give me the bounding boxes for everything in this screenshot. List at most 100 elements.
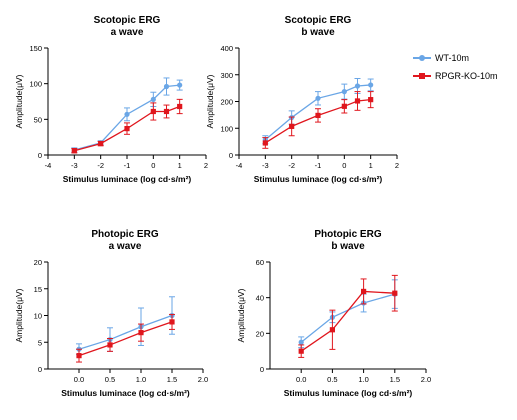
x-tick-label: 0.5 xyxy=(105,375,115,384)
x-tick-label: 1.5 xyxy=(390,375,400,384)
chart-title: Photopic ERG xyxy=(314,229,381,240)
x-tick-label: 0.5 xyxy=(327,375,337,384)
data-point xyxy=(315,112,321,119)
data-point xyxy=(368,97,374,103)
data-point xyxy=(392,290,398,296)
series-line xyxy=(78,321,173,357)
x-tick-label: -4 xyxy=(45,161,52,170)
data-point xyxy=(177,103,183,110)
series-wt xyxy=(298,279,398,349)
x-tick-label: 1 xyxy=(369,161,373,170)
y-tick-label: 5 xyxy=(38,338,42,347)
x-tick-label: 2.0 xyxy=(198,375,208,384)
x-tick-label: 1.0 xyxy=(136,375,146,384)
chart-subtitle: b wave xyxy=(331,241,365,252)
data-point xyxy=(124,126,130,132)
y-tick-label: 0 xyxy=(38,151,42,160)
legend-item-ko: RPGR-KO-10m xyxy=(413,70,513,88)
legend-label-wt: WT-10m xyxy=(435,53,470,63)
y-tick-label: 100 xyxy=(29,80,42,89)
chart-subtitle: a wave xyxy=(109,241,142,252)
y-tick-label: 200 xyxy=(220,98,233,107)
data-point xyxy=(71,148,77,154)
y-tick-label: 40 xyxy=(256,294,264,303)
x-axis-label: Stimulus luminace (log cd·s/m²) xyxy=(254,174,383,184)
data-point xyxy=(150,108,156,115)
data-point xyxy=(289,123,295,129)
y-tick-label: 0 xyxy=(260,365,264,374)
x-tick-label: -2 xyxy=(97,161,104,170)
y-tick-label: 100 xyxy=(220,124,233,133)
legend-label-ko: RPGR-KO-10m xyxy=(435,71,498,81)
data-point xyxy=(262,140,268,146)
x-axis-label: Stimulus luminace (log cd·s/m²) xyxy=(284,388,413,398)
data-point xyxy=(98,140,104,147)
data-point xyxy=(150,96,156,102)
data-point xyxy=(76,353,82,359)
y-tick-label: 0 xyxy=(229,151,233,160)
data-point xyxy=(315,95,321,101)
legend-item-wt: WT-10m xyxy=(413,52,513,70)
x-tick-label: 0 xyxy=(151,161,155,170)
data-point xyxy=(354,98,361,104)
chart-title: Photopic ERG xyxy=(91,229,158,240)
x-tick-label: -2 xyxy=(288,161,295,170)
data-point xyxy=(163,83,170,90)
y-tick-label: 10 xyxy=(34,312,42,321)
legend-marker-wt xyxy=(419,55,425,61)
series-ko xyxy=(76,313,175,363)
data-point xyxy=(138,330,144,336)
data-point xyxy=(361,288,367,295)
x-tick-label: 1.5 xyxy=(167,375,177,384)
x-tick-label: -1 xyxy=(315,161,322,170)
x-tick-label: 0.0 xyxy=(74,375,84,384)
data-point xyxy=(341,89,347,95)
series-ko xyxy=(262,91,374,149)
y-tick-label: 50 xyxy=(34,115,42,124)
chart-subtitle: b wave xyxy=(301,27,335,38)
series-line xyxy=(300,290,395,352)
data-point xyxy=(368,82,374,88)
series-wt xyxy=(71,77,183,153)
data-point xyxy=(298,339,304,345)
series-ko xyxy=(298,274,398,358)
data-point xyxy=(298,348,304,354)
y-axis-label: Amplitude(μV) xyxy=(14,74,24,128)
x-tick-label: -1 xyxy=(124,161,131,170)
chart-title: Scotopic ERG xyxy=(285,15,352,26)
x-tick-label: -3 xyxy=(71,161,78,170)
series-line xyxy=(300,293,395,343)
chart-title: Scotopic ERG xyxy=(94,15,161,26)
y-tick-label: 0 xyxy=(38,365,42,374)
legend-marker-ko xyxy=(419,73,425,79)
y-tick-label: 20 xyxy=(34,258,42,267)
chart-legend: WT-10m RPGR-KO-10m xyxy=(413,52,513,88)
series-ko xyxy=(71,98,183,154)
y-tick-label: 60 xyxy=(256,258,264,267)
y-axis-label: Amplitude(μV) xyxy=(236,288,246,342)
x-tick-label: 1.0 xyxy=(358,375,368,384)
x-axis-label: Stimulus luminace (log cd·s/m²) xyxy=(63,174,192,184)
y-axis-label: Amplitude(μV) xyxy=(205,74,215,128)
data-point xyxy=(341,103,347,109)
y-tick-label: 20 xyxy=(256,329,264,338)
series-line xyxy=(78,314,173,350)
data-point xyxy=(329,327,335,333)
data-point xyxy=(124,111,130,117)
x-tick-label: 0 xyxy=(342,161,346,170)
x-tick-label: -3 xyxy=(262,161,269,170)
x-axis-label: Stimulus luminace (log cd·s/m²) xyxy=(61,388,190,398)
y-tick-label: 400 xyxy=(220,44,233,53)
chart-subtitle: a wave xyxy=(111,27,144,38)
x-tick-label: 2 xyxy=(204,161,208,170)
data-point xyxy=(107,342,113,348)
y-axis-label: Amplitude(μV) xyxy=(14,288,24,342)
data-point xyxy=(169,319,175,325)
x-tick-label: -4 xyxy=(236,161,243,170)
y-tick-label: 150 xyxy=(29,44,42,53)
